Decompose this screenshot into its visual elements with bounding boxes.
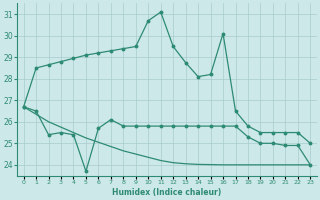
X-axis label: Humidex (Indice chaleur): Humidex (Indice chaleur) (112, 188, 221, 197)
